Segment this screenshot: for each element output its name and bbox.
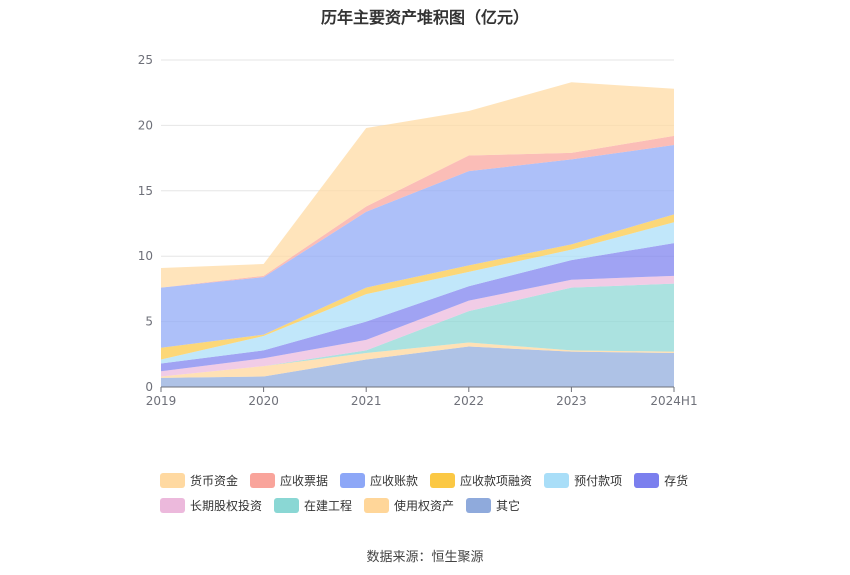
x-tick-label: 2023 [556,394,587,408]
x-tick-label: 2019 [146,394,177,408]
legend-label: 货币资金 [190,474,239,488]
y-tick-label: 15 [138,184,153,198]
legend-swatch [160,498,185,513]
axes: 0 5 10 15 20 25 2019 2020 2021 2022 2023 2024H1 [138,53,698,408]
area-存货 [161,243,674,372]
legend-item[interactable]: 使用权资产 [364,497,454,514]
legend-label: 预付款项 [574,474,623,488]
legend-item[interactable]: 应收票据 [250,472,328,489]
y-tick-label: 10 [138,249,153,263]
legend-swatch [274,498,300,513]
legend-item[interactable]: 长期股权投资 [160,497,262,514]
x-tick-label: 2020 [248,394,279,408]
area-其它 [161,346,674,387]
legend-item[interactable]: 应收账款 [340,472,418,489]
area-长期股权投资 [161,275,674,377]
area-使用权资产 [161,342,674,378]
legend-label: 应收账款 [370,474,419,488]
area-series [161,82,674,387]
stacked-area-chart: 0 5 10 15 20 25 2019 2020 2021 2022 2023 2024H1 [138,53,698,408]
x-tick-label: 2022 [454,394,485,408]
area-预付款项 [161,222,674,364]
legend-item[interactable]: 其它 [466,497,520,514]
legend-swatch [544,473,570,488]
area-应收款项融资 [161,214,674,360]
legend-label: 其它 [496,499,521,513]
y-tick-label: 25 [138,53,153,67]
legend-label: 应收票据 [280,474,329,488]
area-货币资金 [161,82,674,288]
legend-swatch [466,498,492,513]
legend-label: 在建工程 [304,499,353,513]
y-tick-label: 5 [145,315,153,329]
legend-item[interactable]: 应收款项融资 [430,472,532,489]
legend-item[interactable]: 在建工程 [274,497,352,514]
y-tick-label: 20 [138,118,153,132]
legend-item[interactable]: 存货 [634,472,688,489]
legend-label: 存货 [664,474,689,488]
legend-swatch [250,473,276,488]
legend-label: 应收款项融资 [460,474,533,488]
legend-swatch [340,473,366,488]
area-应收票据 [161,135,674,288]
legend-item[interactable]: 预付款项 [544,472,622,489]
area-应收账款 [161,145,674,348]
legend-swatch [160,473,185,488]
legend-swatch [430,473,456,488]
x-tick-label: 2021 [351,394,382,408]
legend-item[interactable]: 货币资金 [160,472,238,489]
legend-swatch [634,473,660,488]
area-在建工程 [161,283,674,377]
legend-swatch [364,498,390,513]
legend-label: 长期股权投资 [190,499,263,513]
legend: 货币资金 应收票据 应收账款 应收款项融资 预付款项 存货长期股权投资 在建工程 使用权资产 其… [160,472,720,514]
legend-label: 使用权资产 [394,499,455,513]
x-tick-label: 2024H1 [650,394,697,408]
y-tick-label: 0 [145,380,153,394]
chart-title: 历年主要资产堆积图（亿元） [320,8,529,27]
source-note: 数据来源：恒生聚源 [366,550,484,565]
